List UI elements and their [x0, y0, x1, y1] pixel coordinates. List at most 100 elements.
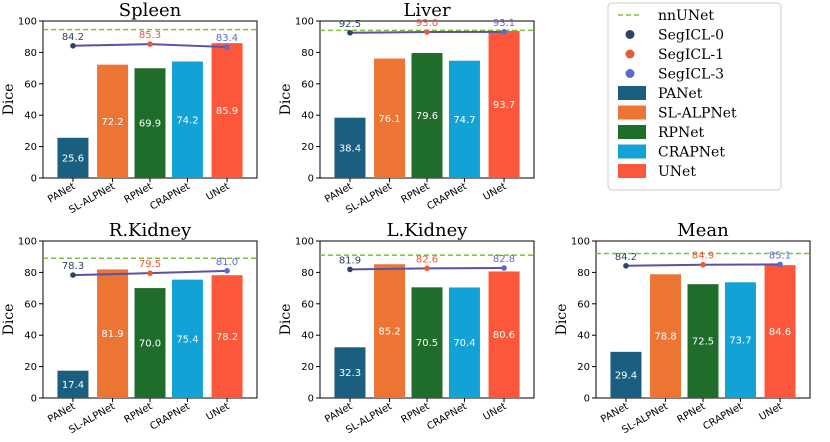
bar-sl-alpnet [97, 269, 129, 398]
x-tick-label: UNet [204, 181, 231, 203]
legend-box [607, 2, 782, 191]
segicl-point-2 [777, 261, 783, 268]
legend-swatch-unet [618, 164, 646, 178]
segicl-point-1 [700, 261, 706, 268]
y-tick-label: 20 [24, 362, 37, 373]
bar-rpnet [687, 284, 719, 398]
bar-value-label: 76.1 [378, 114, 400, 125]
legend-label: SegICL-3 [658, 67, 724, 83]
x-tick-label: CRAPNet [701, 401, 745, 433]
bar-value-label: 29.4 [615, 370, 637, 381]
y-tick-label: 20 [577, 362, 590, 373]
y-tick-label: 60 [301, 299, 314, 310]
bar-crapnet [448, 60, 480, 178]
y-tick-label: 80 [24, 48, 37, 59]
legend-label: RPNet [658, 125, 704, 141]
y-tick-label: 0 [308, 174, 314, 185]
x-tick-label: UNet [481, 401, 508, 423]
legend-swatch-segicl-3 [625, 69, 635, 78]
panel-liver: LiverDice02040608010038.4PANet76.1SL-ALP… [278, 0, 535, 216]
y-axis-label: Dice [1, 84, 17, 116]
segicl-value-label: 79.5 [139, 259, 161, 270]
bar-value-label: 85.9 [216, 106, 238, 117]
segicl-value-label: 82.6 [416, 254, 438, 265]
legend-label: UNet [658, 164, 696, 180]
bar-value-label: 93.7 [493, 100, 515, 111]
y-tick-label: 100 [571, 237, 590, 248]
bar-value-label: 38.4 [339, 143, 361, 154]
legend-swatch-panet [618, 86, 646, 100]
y-tick-label: 0 [584, 394, 590, 405]
y-tick-label: 60 [24, 299, 37, 310]
segicl-point-1 [147, 41, 153, 47]
panel-r-kidney: R.KidneyDice02040608010017.4PANet81.9SL-… [1, 220, 258, 436]
x-tick-label: UNet [481, 181, 508, 203]
segicl-point-0 [623, 263, 629, 269]
y-tick-label: 60 [24, 79, 37, 90]
bar-panet [334, 117, 366, 178]
bar-rpnet [134, 68, 166, 178]
bar-value-label: 72.2 [101, 117, 123, 128]
y-tick-label: 40 [301, 331, 314, 342]
x-tick-label: UNet [204, 401, 231, 423]
legend-swatch-segicl-0 [625, 30, 635, 39]
segicl-point-2 [501, 29, 507, 35]
bar-unet [764, 265, 796, 398]
x-tick-label: CRAPNet [425, 181, 469, 213]
legend-label: SL-ALPNet [658, 106, 737, 122]
bar-value-label: 69.9 [139, 119, 161, 130]
bar-crapnet [448, 287, 480, 398]
segicl-point-1 [147, 270, 153, 276]
bar-sl-alpnet [650, 274, 682, 398]
segicl-point-1 [424, 265, 430, 272]
segicl-point-2 [224, 268, 230, 274]
legend-label: SegICL-1 [658, 47, 724, 63]
bar-value-label: 32.3 [339, 368, 361, 379]
y-tick-label: 0 [308, 394, 314, 405]
panel-spleen: SpleenDice02040608010025.6PANet72.2SL-AL… [1, 0, 258, 216]
y-axis-label: Dice [554, 304, 570, 336]
y-tick-label: 80 [301, 268, 314, 279]
segicl-value-label: 83.4 [216, 33, 238, 44]
bar-panet [334, 347, 366, 398]
panel-title: Liver [403, 0, 451, 21]
y-tick-label: 80 [301, 48, 314, 59]
x-tick-label: CRAPNet [148, 181, 192, 213]
bar-value-label: 70.4 [453, 338, 475, 349]
panel-title: Spleen [119, 0, 182, 21]
y-axis-label: Dice [1, 304, 17, 336]
bar-rpnet [134, 288, 166, 398]
x-tick-label: UNet [757, 401, 784, 423]
panel-title: R.Kidney [109, 220, 192, 241]
x-tick-label: PANet [46, 401, 77, 425]
panel-title: Mean [677, 220, 729, 241]
bar-value-label: 70.0 [139, 339, 161, 350]
bar-sl-alpnet [97, 64, 129, 178]
segicl-point-2 [501, 265, 507, 271]
y-tick-label: 0 [31, 394, 37, 405]
y-axis-label: Dice [278, 304, 294, 336]
bar-unet [488, 271, 520, 398]
y-tick-label: 80 [24, 268, 37, 279]
bar-sl-alpnet [374, 58, 406, 179]
bar-value-label: 81.9 [101, 329, 123, 340]
bar-value-label: 72.5 [692, 337, 714, 348]
bar-rpnet [411, 53, 443, 178]
bar-value-label: 79.6 [416, 111, 438, 122]
panel-mean: MeanDice02040608010029.4PANet78.8SL-ALPN… [554, 220, 811, 436]
bar-unet [488, 30, 520, 178]
legend: nnUNet SegICL-0 SegICL-1 SegICL-3 PANet SL-AL… [607, 2, 782, 191]
segicl-value-label: 93.1 [493, 18, 515, 29]
segicl-point-0 [70, 272, 76, 278]
legend-label: nnUNet [658, 8, 714, 24]
x-tick-label: PANet [323, 181, 354, 205]
y-tick-label: 20 [24, 142, 37, 153]
segicl-point-0 [347, 266, 353, 273]
segicl-value-label: 84.9 [692, 251, 714, 262]
legend-label: CRAPNet [658, 145, 725, 161]
bar-value-label: 78.8 [654, 332, 676, 343]
y-tick-label: 60 [577, 299, 590, 310]
y-tick-label: 100 [18, 17, 37, 28]
segicl-value-label: 81.9 [339, 255, 361, 266]
y-tick-label: 100 [295, 237, 314, 248]
